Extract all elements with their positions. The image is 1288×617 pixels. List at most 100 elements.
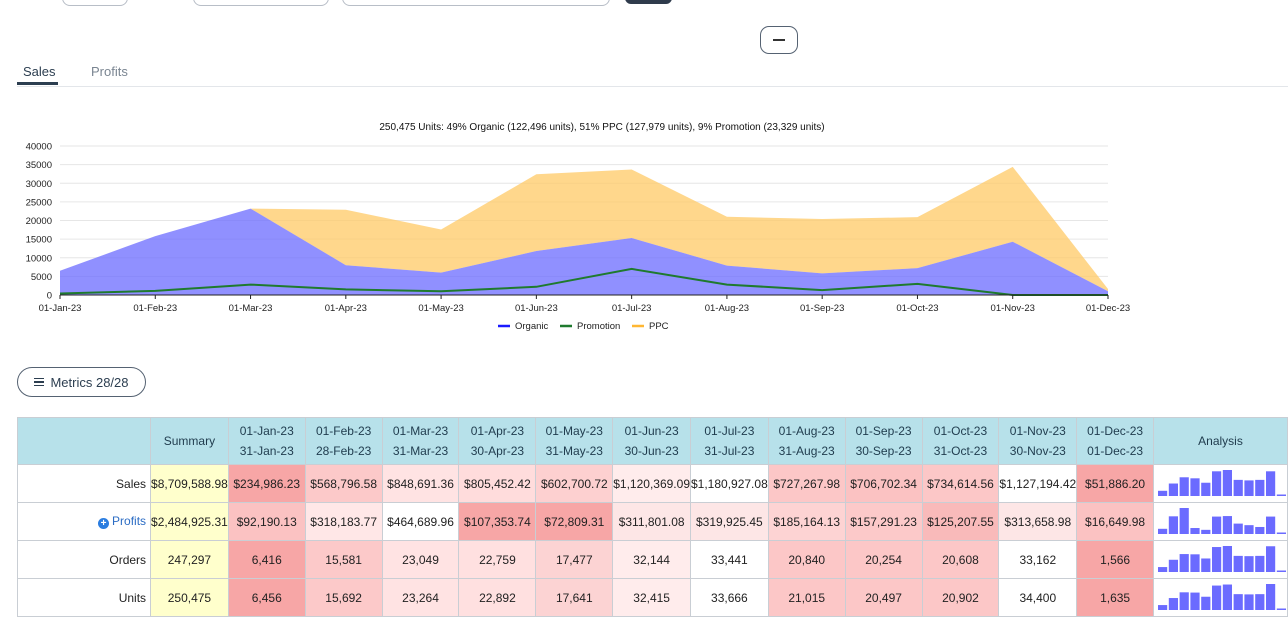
sparkline-bar <box>1223 516 1233 534</box>
value-cell: $185,164.13 <box>767 502 846 541</box>
value-cell: 15,692 <box>304 578 383 617</box>
summary-cell: 247,297 <box>150 540 229 579</box>
sparkline <box>1158 546 1287 572</box>
value-cell: $727,267.98 <box>767 464 846 503</box>
value-cell: 34,400 <box>998 578 1078 617</box>
sparkline-bar <box>1255 594 1265 610</box>
sparkline-bar <box>1169 483 1179 496</box>
series-organic-area <box>60 208 1108 295</box>
sparkline-bar <box>1223 470 1233 496</box>
value-cell: $16,649.98 <box>1076 502 1154 541</box>
sparkline-bar <box>1212 547 1222 572</box>
sparkline-bar <box>1201 482 1211 496</box>
header-sublabel: 30-Nov-23 <box>1009 444 1066 458</box>
sparkline-bar <box>1244 525 1255 534</box>
sparkline-bar <box>1277 532 1287 534</box>
value-cell: 23,264 <box>381 578 460 617</box>
sparkline-bar <box>1244 556 1255 572</box>
sparkline-bar <box>1190 528 1201 534</box>
x-tick-label: 01-Feb-23 <box>133 303 177 314</box>
x-tick-label: 01-Sep-23 <box>800 303 844 314</box>
sparkline-bar <box>1169 559 1179 572</box>
header-period: 01-Oct-23 31-Oct-23 <box>921 417 1000 465</box>
sparkline-cell <box>1152 502 1288 541</box>
sparkline-bar <box>1255 479 1265 496</box>
header-label: 01-Aug-23 <box>778 424 835 438</box>
value-cell: $51,886.20 <box>1076 464 1154 503</box>
value-cell: 20,902 <box>921 578 1000 617</box>
sparkline-bar <box>1169 598 1179 610</box>
value-cell: 6,456 <box>227 578 306 617</box>
active-tab-indicator <box>17 82 58 85</box>
header-label: 01-Apr-23 <box>470 424 525 438</box>
value-cell: 20,840 <box>767 540 846 579</box>
value-cell: 17,477 <box>535 540 614 579</box>
collapse-button[interactable] <box>760 26 798 54</box>
units-area-chart: 250,475 Units: 49% Organic (122,496 unit… <box>26 122 1131 332</box>
tab-sales[interactable]: Sales <box>23 64 56 79</box>
expand-plus-icon[interactable]: + <box>98 518 110 529</box>
value-cell: $318,183.77 <box>304 502 383 541</box>
header-period: 01-Dec-23 01-Dec-23 <box>1076 417 1154 465</box>
top-filter-3[interactable] <box>342 0 610 6</box>
sparkline-bar <box>1201 558 1211 572</box>
top-apply-button[interactable] <box>625 0 672 4</box>
table-row: Orders 247,297 6,416 15,581 23,049 22,759 17,4… <box>16 540 1288 579</box>
sparkline-bar <box>1201 529 1211 534</box>
value-cell: $1,127,194.42 <box>998 464 1078 503</box>
metrics-button[interactable]: Metrics 28/28 <box>17 367 146 397</box>
series-promotion-line <box>59 267 1108 296</box>
sparkline-bar <box>1158 567 1168 572</box>
sparkline-bar <box>1223 546 1233 572</box>
x-tick-label: 01-Jul-23 <box>612 303 652 314</box>
value-cell: 32,415 <box>612 578 691 617</box>
top-filter-2[interactable] <box>193 0 329 6</box>
value-cell: 17,641 <box>535 578 614 617</box>
sparkline-bar <box>1234 479 1244 496</box>
header-period: 01-Aug-23 31-Aug-23 <box>767 417 846 465</box>
header-label: 01-Nov-23 <box>1009 424 1066 438</box>
table-row: Units 250,475 6,456 15,692 23,264 22,892 17,64… <box>16 578 1288 617</box>
header-period: 01-Sep-23 30-Sep-23 <box>844 417 923 465</box>
table-row: + Profits $2,484,925.31 $92,190.13 $318,183.… <box>16 502 1288 541</box>
y-tick-label: 20000 <box>26 216 52 227</box>
tab-profits[interactable]: Profits <box>91 64 128 79</box>
sparkline-bar <box>1266 471 1276 496</box>
sparkline-bar <box>1266 584 1276 610</box>
sparkline-cell <box>1152 464 1288 503</box>
header-label: 01-Oct-23 <box>933 424 988 438</box>
sparkline <box>1158 584 1287 610</box>
value-cell: $157,291.23 <box>844 502 923 541</box>
value-cell: $734,614.56 <box>921 464 1000 503</box>
row-label[interactable]: + Profits <box>16 502 152 541</box>
sparkline-bar <box>1158 490 1168 496</box>
legend-label-promotion: Promotion <box>577 321 620 332</box>
sparkline-bar <box>1244 594 1255 610</box>
profits-link[interactable]: Profits <box>112 514 147 528</box>
table-header-row: Summary 01-Jan-23 31-Jan-23 01-Feb-23 28-Feb… <box>16 417 1288 465</box>
metrics-table: Summary 01-Jan-23 31-Jan-23 01-Feb-23 28-Feb… <box>16 417 1288 617</box>
header-label: Analysis <box>1198 434 1243 448</box>
y-tick-label: 40000 <box>26 142 52 153</box>
value-cell: 33,162 <box>998 540 1078 579</box>
value-cell: $1,120,369.09 <box>612 464 691 503</box>
y-tick-label: 5000 <box>31 272 52 283</box>
y-tick-label: 10000 <box>26 253 52 264</box>
header-sublabel: 31-Mar-23 <box>392 444 449 458</box>
sparkline-bar <box>1169 516 1179 534</box>
x-tick-label: 01-Aug-23 <box>705 303 749 314</box>
value-cell: $602,700.72 <box>535 464 614 503</box>
sparkline-bar <box>1180 508 1190 534</box>
value-cell: 23,049 <box>381 540 460 579</box>
header-label: Summary <box>163 434 216 448</box>
y-tick-label: 0 <box>47 291 52 302</box>
header-period: 01-May-23 31-May-23 <box>535 417 614 465</box>
sparkline-bar <box>1266 516 1276 534</box>
top-filter-1[interactable] <box>62 0 128 6</box>
header-summary: Summary <box>150 417 229 465</box>
header-sublabel: 30-Apr-23 <box>470 444 525 458</box>
value-cell: 20,254 <box>844 540 923 579</box>
header-period: 01-Apr-23 30-Apr-23 <box>458 417 537 465</box>
sparkline-bar <box>1266 546 1276 572</box>
value-cell: 22,892 <box>458 578 537 617</box>
